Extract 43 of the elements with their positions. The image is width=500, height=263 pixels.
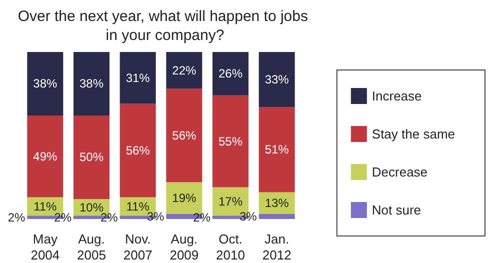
data-label: 17% <box>218 194 243 208</box>
bar <box>27 115 64 198</box>
x-tick-label: Jan. 2012 <box>262 232 292 262</box>
bar <box>258 214 295 219</box>
bar <box>27 52 64 116</box>
bar <box>166 88 202 182</box>
data-label: 55% <box>218 134 243 148</box>
bar <box>74 52 110 116</box>
bar <box>258 107 295 192</box>
data-label: 26% <box>218 66 243 81</box>
x-tick-label: Aug. 2005 <box>77 232 106 262</box>
data-label: 38% <box>33 76 58 91</box>
data-label: 22% <box>172 63 196 78</box>
data-label: 2% <box>8 210 26 224</box>
bar <box>120 52 156 104</box>
legend-label: Stay the same <box>372 126 456 142</box>
legend-label: Not sure <box>372 202 422 218</box>
data-label: 38% <box>79 76 104 91</box>
bar <box>212 52 248 96</box>
x-tick-label: Nov. 2007 <box>123 232 152 262</box>
bar <box>74 115 110 199</box>
x-tick-label: Oct. 2010 <box>216 232 245 262</box>
legend-label: Increase <box>372 88 422 104</box>
bar <box>212 95 248 188</box>
data-label: 33% <box>264 72 290 87</box>
data-label: 56% <box>172 128 196 142</box>
data-label: 51% <box>264 142 290 157</box>
bar <box>166 52 202 89</box>
chart-title: Over the next year, what will happen to jobs in your company? <box>18 8 312 44</box>
bar <box>120 104 156 198</box>
x-tick-label: May 2004 <box>30 232 60 262</box>
x-tick-label: Aug. 2009 <box>170 232 199 262</box>
data-label: 13% <box>264 196 290 210</box>
data-label: 49% <box>33 149 58 164</box>
data-label: 50% <box>79 150 104 164</box>
legend-label: Decrease <box>372 164 428 180</box>
data-label: 19% <box>172 191 196 206</box>
bar <box>258 52 295 108</box>
bar <box>166 182 202 214</box>
data-label: 3% <box>239 209 258 224</box>
data-label: 2% <box>193 210 211 224</box>
data-label: 31% <box>126 70 150 85</box>
data-label: 56% <box>126 144 150 158</box>
